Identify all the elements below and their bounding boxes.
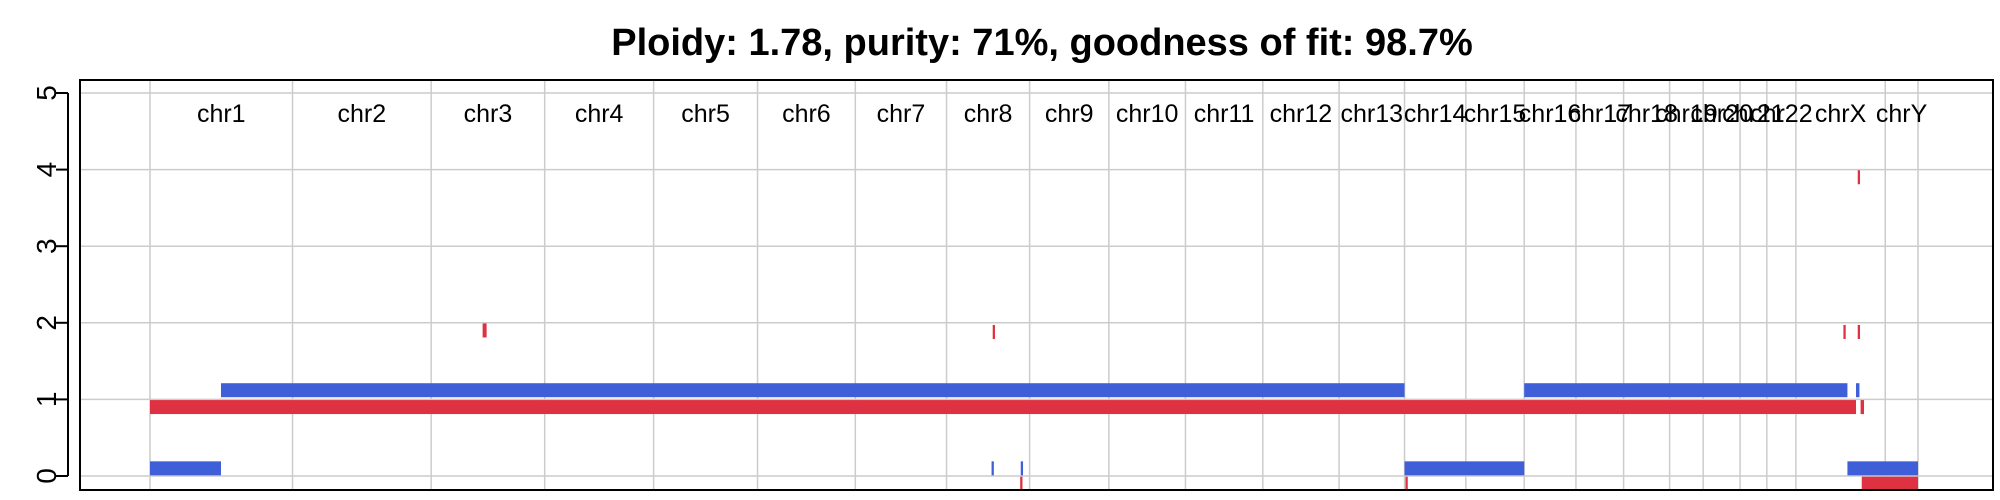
segment-minor-2 [1861, 476, 1918, 491]
segment-major-6 [991, 461, 994, 476]
segment-minor-8 [1857, 324, 1861, 339]
chromosome-label-chr13: chr13 [1341, 100, 1404, 128]
segment-major-7 [1020, 461, 1024, 476]
chromosome-label-chr11: chr11 [1194, 100, 1255, 128]
chart-title: Ploidy: 1.78, purity: 71%, goodness of f… [611, 22, 1473, 64]
chromosome-label-chr4: chr4 [575, 100, 624, 128]
chromosome-label-chr2: chr2 [338, 100, 387, 128]
y-axis: 0 1 2 3 4 5 [31, 85, 69, 484]
segment-minor-6 [1405, 476, 1408, 491]
y-tick-label-0: 0 [31, 468, 62, 484]
y-tick-label-2: 2 [31, 315, 62, 331]
chromosome-label-chr19: chr19 [1655, 100, 1718, 128]
segment-minor-9 [1857, 170, 1861, 185]
segment-bars [150, 170, 1918, 491]
chromosome-label-chr6: chr6 [782, 100, 831, 128]
chromosome-label-chr21: chr21 [1722, 100, 1785, 128]
segment-minor-4 [992, 324, 995, 339]
chromosome-label-chr9: chr9 [1045, 100, 1094, 128]
chromosome-label-chr15: chr15 [1464, 100, 1527, 128]
segment-minor-5 [1020, 476, 1023, 491]
plot-frame [79, 79, 1994, 491]
chromosome-label-chrX: chrX [1815, 100, 1867, 128]
segment-major-4 [1847, 461, 1918, 476]
segment-major-3 [1524, 383, 1848, 398]
chromosome-label-chr17: chr17 [1568, 100, 1631, 128]
y-tick-label-4: 4 [31, 162, 62, 178]
segment-minor-7 [1843, 324, 1846, 339]
y-tick-label-5: 5 [31, 85, 62, 101]
segment-minor-1 [1860, 400, 1865, 415]
chromosome-labels: chr1 chr2 chr3 chr4 chr5 chr6 chr7 chr8 chr9 chr1… [197, 100, 1928, 128]
chromosome-label-chr8: chr8 [964, 100, 1013, 128]
chromosome-label-chr22: chr22 [1750, 100, 1813, 128]
chromosome-label-chr16: chr16 [1519, 100, 1582, 128]
chromosome-label-chrY: chrY [1876, 100, 1928, 128]
chromosome-label-chr3: chr3 [464, 100, 513, 128]
chromosome-label-chr18: chr18 [1615, 100, 1678, 128]
chromosome-label-chr7: chr7 [877, 100, 926, 128]
segment-minor-0 [150, 400, 1857, 415]
chromosome-label-chr14: chr14 [1404, 100, 1467, 128]
y-tick-label-3: 3 [31, 238, 62, 254]
chromosome-label-chr1: chr1 [197, 100, 246, 128]
segment-major-0 [150, 461, 221, 476]
chromosome-label-chr10: chr10 [1116, 100, 1179, 128]
segment-major-1 [220, 383, 1405, 398]
chromosome-label-chr20: chr20 [1690, 100, 1753, 128]
chromosome-label-chr5: chr5 [681, 100, 730, 128]
segment-major-2 [1404, 461, 1525, 476]
segment-major-5 [1856, 383, 1860, 398]
y-tick-label-1: 1 [31, 392, 62, 408]
grid-lines [80, 80, 1993, 490]
chromosome-label-chr12: chr12 [1270, 100, 1333, 128]
segment-minor-3 [482, 323, 487, 338]
